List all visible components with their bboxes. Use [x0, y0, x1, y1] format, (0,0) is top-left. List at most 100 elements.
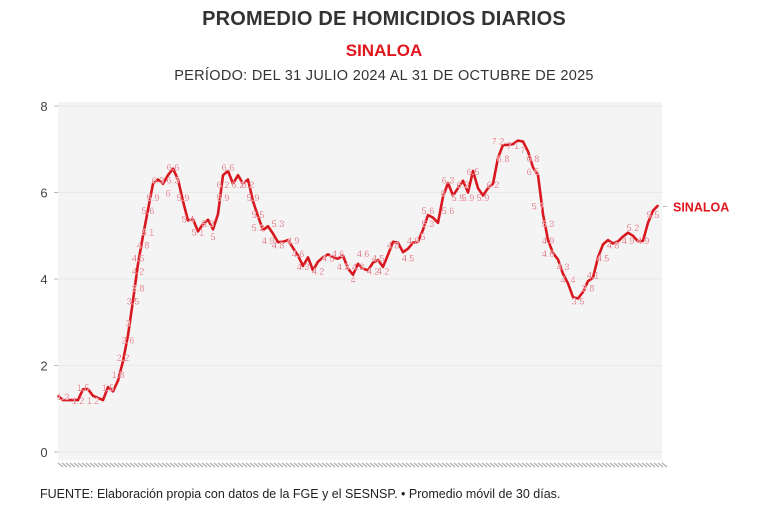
data-label: 6.3: [152, 176, 165, 186]
x-tick-label: [497, 462, 504, 468]
data-label: 4.5: [322, 253, 335, 263]
x-tick-label: [105, 462, 112, 468]
data-label: 4.9: [637, 236, 650, 246]
data-point: [387, 253, 389, 256]
x-tick-label: [517, 462, 524, 468]
data-point: [282, 241, 284, 243]
x-tick-label: [125, 462, 132, 468]
x-tick-label: [97, 462, 104, 468]
x-tick-label: [301, 462, 308, 468]
data-label: 6: [440, 189, 445, 199]
x-tick-label: [249, 462, 256, 468]
x-tick-label: [241, 462, 248, 468]
x-tick-label: [245, 462, 252, 468]
data-point: [352, 273, 354, 276]
data-label: 5: [210, 232, 215, 242]
x-tick-label: [265, 462, 272, 468]
x-tick-label: [181, 462, 188, 468]
data-point: [587, 280, 589, 282]
x-tick-label: [157, 462, 164, 468]
data-label: 6.5: [467, 167, 480, 177]
data-point: [427, 214, 429, 216]
y-tick-label: 6: [40, 186, 47, 201]
data-point: [547, 239, 549, 241]
data-point: [207, 218, 209, 221]
data-point: [452, 194, 454, 197]
x-tick-label: [161, 462, 168, 468]
data-point: [462, 180, 464, 182]
data-point: [622, 235, 624, 238]
data-label: 3.8: [132, 284, 145, 294]
x-tick-label: [313, 462, 320, 468]
data-label: 3.5: [572, 297, 585, 307]
x-tick-label: [165, 462, 172, 468]
data-point: [577, 297, 579, 300]
x-tick-label: [257, 462, 264, 468]
data-point: [142, 234, 144, 237]
x-tick-label: [637, 462, 644, 468]
data-label: 5.1: [142, 227, 155, 237]
data-label: 4.9: [287, 236, 300, 246]
x-tick-label: [573, 462, 580, 468]
data-point: [627, 231, 629, 234]
data-point: [202, 223, 204, 225]
data-point: [102, 399, 104, 401]
data-point: [457, 187, 459, 189]
data-label: 5.7: [532, 201, 545, 211]
x-tick-label: [197, 462, 204, 468]
data-label: 3: [125, 318, 130, 328]
x-tick-label: [205, 462, 212, 468]
data-point: [252, 200, 254, 202]
data-point: [357, 263, 359, 265]
x-tick-label: [381, 462, 388, 468]
x-tick-label: [561, 462, 568, 468]
x-tick-label: [65, 462, 72, 468]
data-label: 4: [570, 275, 575, 285]
data-label: 4.8: [607, 240, 620, 250]
data-point: [82, 388, 84, 391]
x-tick-label: [149, 462, 156, 468]
x-tick-label: [369, 462, 376, 468]
x-tick-label: [405, 462, 412, 468]
x-tick-label: [341, 462, 348, 468]
x-tick-label: [421, 462, 428, 468]
data-point: [422, 228, 424, 231]
data-point: [477, 187, 479, 189]
data-label: 4.2: [367, 266, 380, 276]
data-point: [482, 194, 484, 197]
x-tick-label: [493, 462, 500, 468]
x-tick-label: [549, 462, 556, 468]
x-tick-label: [609, 462, 616, 468]
x-tick-label: [269, 462, 276, 468]
x-tick-label: [577, 462, 584, 468]
x-tick-label: [217, 462, 224, 468]
data-point: [317, 260, 319, 263]
x-tick-label: [81, 462, 88, 468]
data-point: [472, 170, 474, 172]
data-label: 4.6: [542, 249, 555, 259]
data-point: [312, 269, 314, 272]
x-tick-label: [425, 462, 432, 468]
data-point: [582, 291, 584, 293]
data-label: 6.8: [497, 154, 510, 164]
x-tick-label: [93, 462, 100, 468]
chart-footer: FUENTE: Elaboración propia con datos de …: [40, 487, 561, 501]
data-label: 1.2: [87, 396, 100, 406]
x-tick-label: [321, 462, 328, 468]
x-tick-label: [229, 462, 236, 468]
data-point: [442, 196, 444, 198]
data-label: 4.5: [372, 253, 385, 263]
data-point: [217, 213, 219, 215]
x-tick-label: [477, 462, 484, 468]
data-label: 4.6: [292, 249, 305, 259]
x-tick-label: [357, 462, 364, 468]
x-tick-label: [289, 462, 296, 468]
data-point: [187, 219, 189, 222]
data-label: 5.5: [252, 210, 265, 220]
x-tick-label: [345, 462, 352, 468]
data-point: [562, 273, 564, 275]
x-tick-label: [645, 462, 652, 468]
x-tick-label: [325, 462, 332, 468]
x-tick-label: [409, 462, 416, 468]
data-point: [447, 182, 449, 184]
